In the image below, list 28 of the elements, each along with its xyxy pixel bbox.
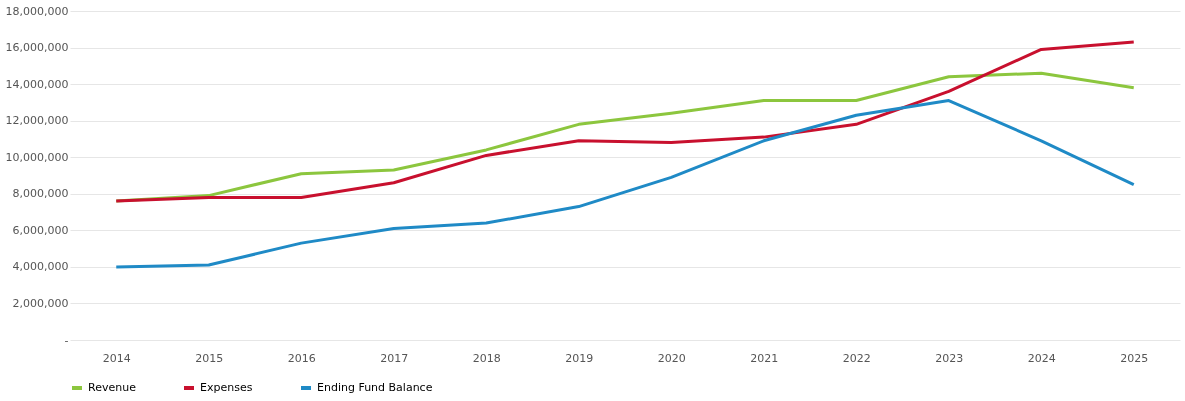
y-tick-label: - [64,333,69,347]
x-tick-label: 2021 [750,351,779,365]
legend-label: Ending Fund Balance [317,381,433,394]
y-tick-label: 4,000,000 [12,260,69,274]
y-tick-label: 18,000,000 [5,4,69,18]
x-tick-label: 2017 [380,351,409,365]
line-series [114,40,1136,203]
x-tick-label: 2025 [1120,351,1149,365]
x-tick-label: 2015 [195,351,224,365]
x-tick-label: 2016 [287,351,316,365]
y-tick-label: 10,000,000 [5,150,69,164]
line-series [114,71,1136,203]
x-tick-label: 2020 [657,351,686,365]
y-tick-label: 6,000,000 [12,223,69,237]
y-tick-label: 8,000,000 [12,187,69,201]
x-tick-label: 2019 [565,351,594,365]
x-tick-label: 2022 [842,351,871,365]
line-series [114,99,1136,269]
legend-label: Revenue [88,381,137,394]
y-tick-label: 12,000,000 [5,114,69,128]
x-tick-label: 2018 [472,351,501,365]
x-tick-label: 2024 [1027,351,1056,365]
x-tick-label: 2023 [935,351,964,365]
y-tick-label: 2,000,000 [12,296,69,310]
y-tick-label: 14,000,000 [5,77,69,91]
x-tick-label: 2014 [102,351,131,365]
legend-label: Expenses [200,381,253,394]
y-tick-label: 16,000,000 [5,41,69,55]
